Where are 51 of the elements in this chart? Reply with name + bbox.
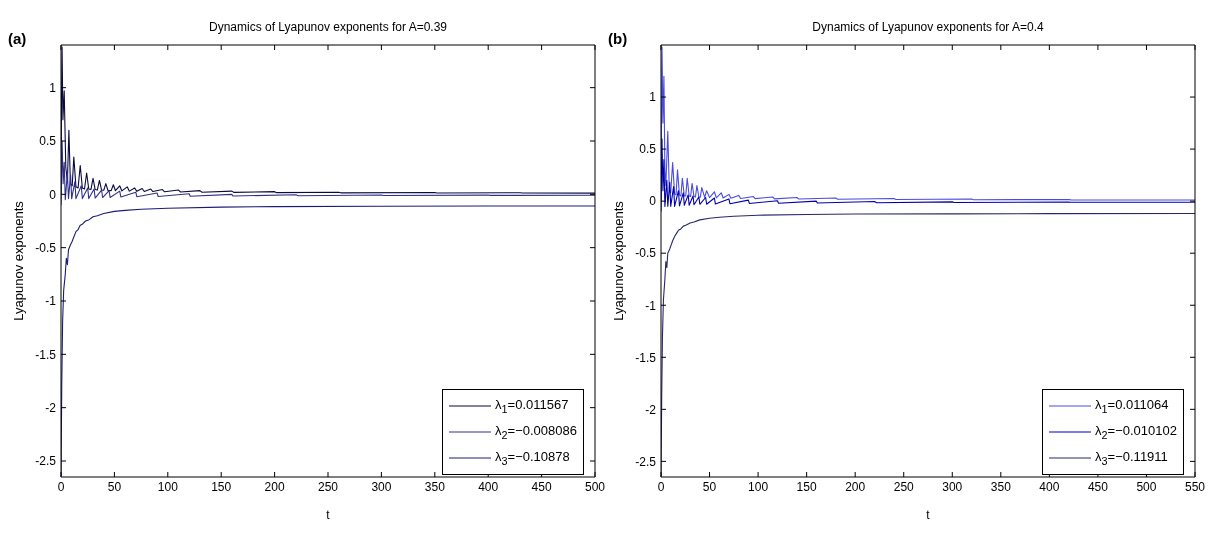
chart-title: Dynamics of Lyapunov exponents for A=0.39 — [207, 20, 448, 34]
x-tick-label: 250 — [317, 479, 339, 494]
x-tick-label: 400 — [478, 479, 499, 494]
x-tick-label: 350 — [424, 479, 446, 494]
y-tick-label: -2 — [45, 400, 57, 415]
x-tick-label: 100 — [748, 479, 769, 494]
legend-label: λ$_{3}$=−0.11911 — [1095, 449, 1168, 467]
x-tick-label: 300 — [371, 479, 392, 494]
x-tick-label: 300 — [942, 479, 963, 494]
x-tick-label: 150 — [796, 479, 817, 494]
y-axis-title: Lyapunov exponents — [10, 200, 26, 321]
y-tick-label: 0 — [649, 194, 657, 209]
x-tick-label: 400 — [1039, 479, 1060, 494]
x-tick-label: 100 — [157, 479, 179, 494]
y-tick-label: 0 — [49, 187, 57, 202]
x-tick-label: 350 — [990, 479, 1012, 494]
chart-title: Dynamics of Lyapunov exponents for A=0.4 — [811, 20, 1045, 34]
text: (b) — [608, 30, 628, 47]
y-tick-label: 0.5 — [39, 134, 57, 149]
y-tick-label: -0.5 — [35, 240, 57, 255]
x-axis-title: t — [926, 508, 931, 522]
x-tick-label: 200 — [845, 479, 866, 494]
text: (a) — [8, 30, 27, 47]
x-tick-label: 500 — [1136, 479, 1157, 494]
y-tick-label: -0.5 — [635, 246, 657, 261]
x-tick-label: 50 — [702, 479, 717, 494]
x-tick-label: 500 — [584, 479, 606, 494]
legend-label: λ$_{2}$=−0.010102 — [1095, 423, 1177, 441]
y-axis-title: Lyapunov exponents — [610, 200, 626, 321]
y-tick-label: -2.5 — [35, 454, 57, 469]
y-tick-label: 0.5 — [639, 142, 657, 157]
x-tick-label: 200 — [264, 479, 285, 494]
legend-label: λ$_{2}$=−0.008086 — [495, 423, 577, 441]
y-tick-label: -2.5 — [635, 454, 657, 469]
x-tick-label: 150 — [211, 479, 232, 494]
x-axis-title: t — [326, 508, 331, 522]
y-tick-label: 1 — [49, 80, 57, 95]
y-tick-label: 1 — [649, 90, 657, 105]
y-tick-label: -1.5 — [35, 347, 57, 362]
x-tick-label: 450 — [531, 479, 552, 494]
y-tick-label: -1 — [45, 294, 57, 309]
legend-label: λ$_{1}$=0.011064 — [1095, 397, 1169, 415]
x-tick-label: 250 — [893, 479, 915, 494]
legend-label: λ$_{3}$=−0.10878 — [495, 449, 570, 467]
x-tick-label: 450 — [1087, 479, 1109, 494]
y-tick-label: -1 — [645, 298, 657, 313]
x-tick-label: 550 — [1184, 479, 1206, 494]
y-tick-label: -1.5 — [635, 350, 657, 365]
x-tick-label: 50 — [107, 479, 122, 494]
legend-label: λ$_{1}$=0.011567 — [495, 397, 569, 415]
y-tick-label: -2 — [645, 402, 657, 417]
